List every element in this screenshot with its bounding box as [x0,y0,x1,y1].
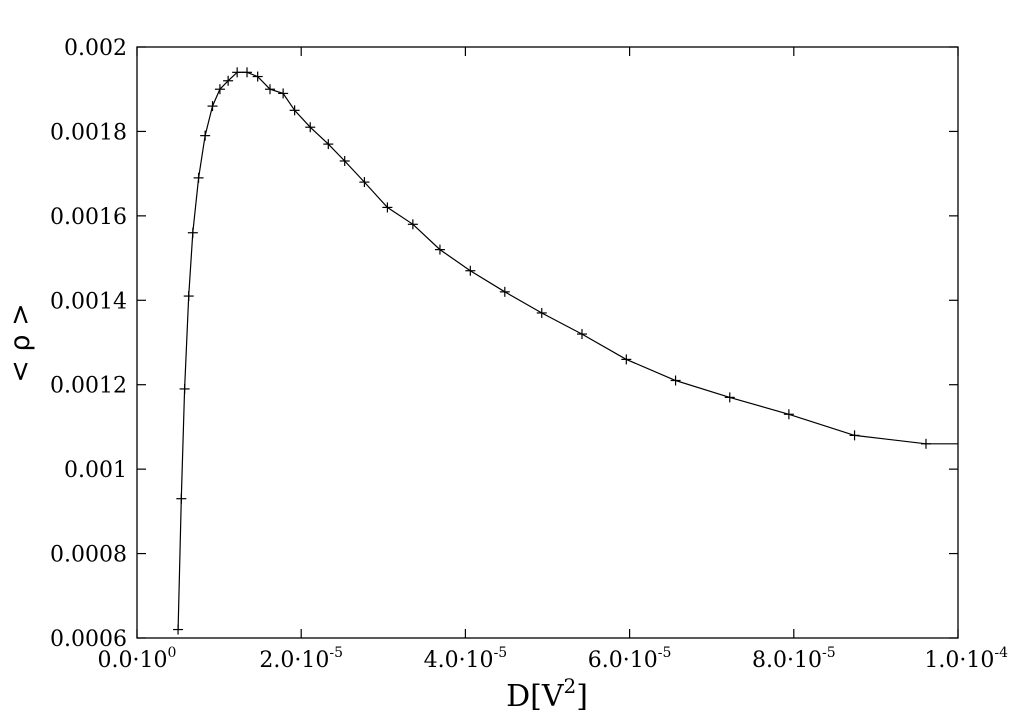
data-point [849,430,860,441]
data-point [289,105,300,116]
data-point [920,438,931,449]
data-point [223,75,234,86]
data-point [670,375,681,386]
y-tick-label: 0.0006 [50,627,127,652]
data-point [176,493,187,504]
data-point [200,130,211,141]
data-point [783,409,794,420]
data-point [214,84,225,95]
y-axis: 0.0006 0.0008 0.001 0.0012 0.0014 0.0016 0.001… [50,36,958,652]
data-point [305,122,316,133]
data-point [724,392,735,403]
x-tick-label: 2.0·10-5 [259,645,343,673]
data-point [183,291,194,302]
x-axis: 0.0·100 2.0·10-5 4.0·10-5 6.0·10-5 8.0·10-5 1… [98,47,1008,673]
data-point [323,139,334,150]
series-line [177,71,958,630]
data-point [621,354,632,365]
y-tick-label: 0.0008 [50,543,127,568]
data-point [499,286,510,297]
data-point [207,101,218,112]
x-axis-title: D[V2] [506,674,588,714]
data-point [242,67,253,78]
data-point [173,624,184,635]
data-point [576,329,587,340]
data-point [359,177,370,188]
x-tick-label: 4.0·10-5 [424,645,508,673]
data-point [187,227,198,238]
y-tick-label: 0.0016 [50,205,127,230]
x-tick-label: 8.0·10-5 [752,645,836,673]
data-point [382,202,393,213]
data-point [407,219,418,230]
y-axis-title: < ρ > [5,303,36,383]
y-tick-label: 0.0018 [50,120,127,145]
x-tick-label: 0.0·100 [98,645,177,673]
data-point [465,265,476,276]
y-tick-label: 0.0014 [50,289,127,314]
data-markers [173,67,931,635]
y-tick-label: 0.0012 [50,374,127,399]
data-point [179,383,190,394]
data-point [278,88,289,99]
data-point [193,172,204,183]
x-tick-label: 1.0·10-4 [924,645,1008,673]
y-tick-label: 0.002 [64,36,127,61]
data-point [252,71,263,82]
data-point [434,244,445,255]
data-point [339,155,350,166]
y-tick-label: 0.001 [64,458,127,483]
x-tick-label: 6.0·10-5 [588,645,672,673]
data-point [265,84,276,95]
plot-frame [136,46,959,639]
data-point [536,307,547,318]
data-point [232,67,243,78]
